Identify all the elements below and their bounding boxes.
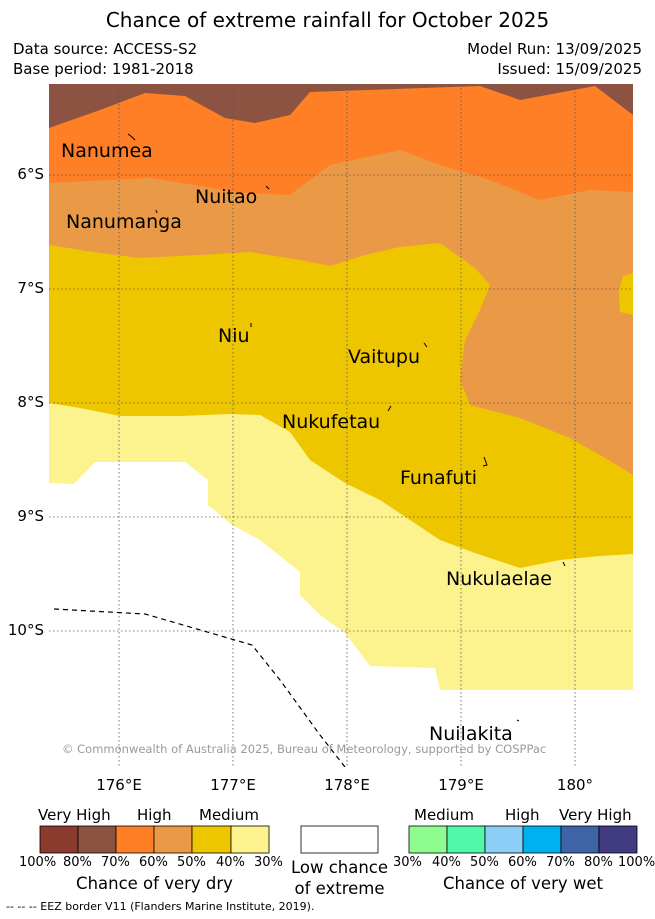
eez-border [53, 608, 346, 767]
legend-wet-tick: 30% [393, 855, 422, 870]
legend-wet-tick: 70% [546, 855, 575, 870]
eez-border-note: -- -- -- EEZ border V11 (Flanders Marine… [6, 900, 315, 913]
legend-wet-swatch-2 [446, 825, 486, 854]
lon-label-180: 180° [556, 776, 594, 794]
lat-label-9s: 9°S [17, 507, 44, 525]
place-label: Nukulaelae [446, 568, 552, 590]
legend-dry-swatch-1 [39, 825, 79, 854]
legend-wet-tick: 80% [584, 855, 613, 870]
legend-wet-tick: 60% [508, 855, 537, 870]
copyright-notice: © Commonwealth of Australia 2025, Bureau… [62, 742, 547, 756]
legend-dry-swatch-4 [153, 825, 193, 854]
place-label: Funafuti [400, 467, 478, 489]
lat-label-7s: 7°S [17, 279, 44, 297]
place-label: Vaitupu [348, 346, 421, 368]
legend-dry-swatch-3 [115, 825, 155, 854]
lat-label-8s: 8°S [17, 393, 44, 411]
legend-wet-caption: Chance of very wet [443, 874, 603, 893]
island-marks [127, 133, 566, 722]
legend-wet-swatch-3 [484, 825, 524, 854]
region-low-dry-patch [619, 273, 633, 315]
place-label: Nanumea [61, 140, 153, 162]
legend-dry-header-medium: Medium [199, 806, 259, 824]
legend-dry-tick: 70% [101, 855, 130, 870]
legend-dry-tick: 60% [139, 855, 168, 870]
legend-low-caption-line1: Low chance [290, 858, 389, 877]
legend-dry-header-high: High [137, 806, 172, 824]
lon-label-176e: 176°E [96, 776, 142, 794]
lon-label-177e: 177°E [210, 776, 256, 794]
legend-wet-tick: 40% [432, 855, 461, 870]
lat-label-10s: 10°S [7, 621, 44, 639]
lon-label-178e: 178°E [324, 776, 370, 794]
issued-date: Issued: 15/09/2025 [497, 60, 642, 78]
legend-wet-swatch-4 [522, 825, 562, 854]
legend-wet-swatch-5 [560, 825, 600, 854]
map-title: Chance of extreme rainfall for October 2… [105, 8, 550, 32]
model-run: Model Run: 13/09/2025 [467, 40, 642, 58]
legend-dry-tick: 80% [63, 855, 92, 870]
legend-wet-swatch-1 [408, 825, 448, 854]
legend-wet-tick: 100% [618, 855, 655, 870]
lat-label-6s: 6°S [17, 165, 44, 183]
place-label: Nuilakita [429, 723, 513, 745]
legend-wet-header-medium: Medium [414, 806, 474, 824]
legend-dry-swatch-2 [77, 825, 117, 854]
place-label: Niu [218, 325, 250, 347]
data-source: Data source: ACCESS-S2 [13, 40, 198, 58]
region-low-chance [49, 462, 633, 767]
legend-low-chance-swatch [300, 825, 379, 854]
legend-dry-tick: 40% [216, 855, 245, 870]
place-label: Nanumanga [66, 211, 182, 233]
legend-dry-swatch-6 [230, 825, 270, 854]
place-label: Nukufetau [282, 411, 381, 433]
legend-dry-swatch-5 [191, 825, 232, 854]
graticule [49, 84, 633, 767]
base-period: Base period: 1981-2018 [13, 60, 194, 78]
legend-dry-tick: 50% [177, 855, 206, 870]
legend-wet-header-high: High [505, 806, 540, 824]
legend-dry-caption: Chance of very dry [76, 874, 233, 893]
place-label: Nuitao [195, 186, 258, 208]
legend-swatches [39, 825, 638, 854]
legend-dry-tick: 100% [19, 855, 57, 870]
legend-wet-tick: 50% [470, 855, 499, 870]
legend-dry-header-very-high: Very High [38, 806, 111, 824]
legend-wet-swatch-6 [598, 825, 638, 854]
legend-wet-header-very-high: Very High [559, 806, 632, 824]
legend-low-caption-line2: of extreme [294, 879, 385, 898]
legend-dry-tick: 30% [254, 855, 283, 870]
lon-label-179e: 179°E [438, 776, 484, 794]
